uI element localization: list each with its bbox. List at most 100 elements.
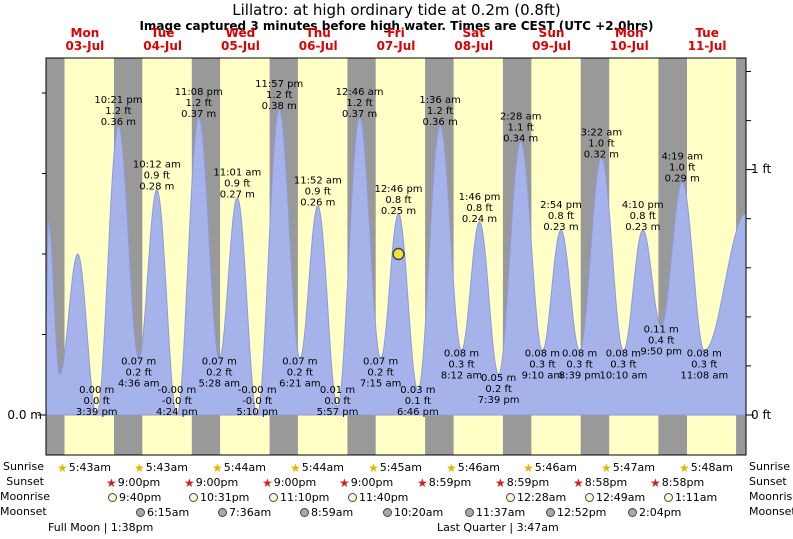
day-date: 08-Jul xyxy=(454,39,494,53)
tide-high-annotation: 1.2 ft xyxy=(346,98,372,109)
astro-time: 9:00pm xyxy=(273,476,317,489)
moonset-circle-icon xyxy=(136,508,145,517)
sunset-event: ★ 9:00pm xyxy=(262,475,316,490)
tide-high-annotation: 1.2 ft xyxy=(105,106,131,117)
astro-time: 8:59am xyxy=(311,506,354,519)
moonrise-circle-icon xyxy=(108,493,117,502)
day-date: 03-Jul xyxy=(65,39,105,53)
moonrise-circle-icon xyxy=(506,493,515,502)
sunrise-event: ★ 5:43am xyxy=(57,460,111,475)
tide-high-annotation: 3:22 am xyxy=(581,127,623,138)
tide-low-annotation: 0.2 ft xyxy=(367,368,393,379)
tide-high-annotation: 0.27 m xyxy=(220,190,255,201)
day-name: Mon xyxy=(70,26,100,40)
tide-high-annotation: 0.29 m xyxy=(665,174,700,185)
astro-time: 1:11am xyxy=(675,491,718,504)
sunrise-event: ★ 5:44am xyxy=(290,460,344,475)
moonset-circle-icon xyxy=(300,508,309,517)
day-date: 04-Jul xyxy=(143,39,183,53)
day-date: 09-Jul xyxy=(532,39,571,53)
sunset-event: ★ 9:00pm xyxy=(339,475,393,490)
moonrise-circle-icon xyxy=(585,493,594,502)
day-date: 11-Jul xyxy=(687,39,727,53)
moonrise-circle-icon xyxy=(269,493,278,502)
tide-high-annotation: 0.23 m xyxy=(625,222,660,233)
moonrise-event: 12:49am xyxy=(585,490,645,505)
tide-high-annotation: 0.28 m xyxy=(139,182,174,193)
tide-low-annotation: 0.07 m xyxy=(282,357,317,368)
astro-time: 6:15am xyxy=(147,506,190,519)
sunset-star-icon: ★ xyxy=(573,475,584,490)
day-label: Sun 09-Jul xyxy=(513,27,591,53)
tide-high-annotation: 1.2 ft xyxy=(186,98,212,109)
tide-low-annotation: 7:39 pm xyxy=(478,395,520,406)
astro-time: 8:58pm xyxy=(584,476,628,489)
tide-high-annotation: 11:01 am xyxy=(213,168,261,179)
sunset-event: ★ 8:59pm xyxy=(417,475,471,490)
day-name: Tue xyxy=(695,26,719,40)
tide-low-annotation: 0.3 ft xyxy=(448,360,474,371)
day-label: Mon 03-Jul xyxy=(46,27,124,53)
day-name: Tue xyxy=(150,26,175,40)
tide-high-annotation: 0.36 m xyxy=(101,117,136,128)
tide-high-annotation: 1.0 ft xyxy=(588,138,614,149)
moonset-circle-icon xyxy=(383,508,392,517)
tide-low-annotation: 0.07 m xyxy=(202,357,237,368)
astro-time: 8:59pm xyxy=(428,476,472,489)
sunrise-star-icon: ★ xyxy=(368,460,379,475)
tide-high-annotation: 0.8 ft xyxy=(385,195,411,206)
moonset-event: 8:59am xyxy=(300,505,353,520)
moonrise-row-label-right: Moonrise xyxy=(749,490,793,503)
tide-high-annotation: 4:19 am xyxy=(661,152,703,163)
tide-high-annotation: 0.26 m xyxy=(300,198,335,209)
moonrise-event: 11:10pm xyxy=(269,490,329,505)
tide-low-annotation: -0.0 ft xyxy=(162,396,192,407)
tide-high-annotation: 4:10 pm xyxy=(622,200,664,211)
day-name: Sat xyxy=(462,26,485,40)
astro-time: 5:43am xyxy=(68,461,111,474)
tide-low-annotation: 0.0 ft xyxy=(324,396,350,407)
day-label: Fri 07-Jul xyxy=(357,27,435,53)
sunrise-star-icon: ★ xyxy=(523,460,534,475)
tide-low-annotation: 0.4 ft xyxy=(648,335,674,346)
astro-time: 9:00pm xyxy=(350,476,394,489)
sunrise-star-icon: ★ xyxy=(134,460,145,475)
day-name: Wed xyxy=(225,26,256,40)
tide-high-annotation: 0.9 ft xyxy=(224,179,250,190)
sunrise-event: ★ 5:48am xyxy=(679,460,733,475)
tide-low-annotation: 0.1 ft xyxy=(405,396,431,407)
astro-time: 5:44am xyxy=(301,461,344,474)
tide-low-annotation: 0.08 m xyxy=(606,349,641,360)
moonrise-circle-icon xyxy=(348,493,357,502)
sunrise-star-icon: ★ xyxy=(290,460,301,475)
tide-high-annotation: 1.1 ft xyxy=(508,122,534,133)
sunset-star-icon: ★ xyxy=(339,475,350,490)
moonset-event: 12:52pm xyxy=(546,505,606,520)
moonset-event: 7:36am xyxy=(218,505,271,520)
day-date: 10-Jul xyxy=(609,39,649,53)
day-date: 07-Jul xyxy=(376,39,416,53)
current-time-marker xyxy=(392,247,405,261)
moonset-event: 2:04pm xyxy=(628,505,681,520)
tide-high-annotation: 0.9 ft xyxy=(305,187,331,198)
astro-time: 8:58pm xyxy=(661,476,705,489)
tide-low-annotation: 3:39 pm xyxy=(76,407,118,418)
tide-high-annotation: 0.32 m xyxy=(584,149,619,160)
astro-time: 5:46am xyxy=(534,461,577,474)
tide-low-annotation: 0.2 ft xyxy=(485,384,511,395)
tide-low-annotation: 0.08 m xyxy=(562,349,597,360)
moonset-circle-icon xyxy=(546,508,555,517)
tide-low-annotation: 0.07 m xyxy=(121,357,156,368)
tide-low-annotation: 0.08 m xyxy=(525,349,560,360)
astro-time: 11:37am xyxy=(476,506,526,519)
tide-high-annotation: 0.37 m xyxy=(181,109,216,120)
tide-low-annotation: 0.00 m xyxy=(79,385,114,396)
tide-low-annotation: -0.00 m xyxy=(158,385,197,396)
sunrise-star-icon: ★ xyxy=(679,460,690,475)
moonset-row-label-right: Moonset xyxy=(749,505,793,518)
astro-time: 12:28am xyxy=(517,491,567,504)
sunrise-event: ★ 5:45am xyxy=(368,460,422,475)
tide-high-annotation: 1:46 pm xyxy=(459,192,501,203)
day-label: Mon 10-Jul xyxy=(590,27,668,53)
